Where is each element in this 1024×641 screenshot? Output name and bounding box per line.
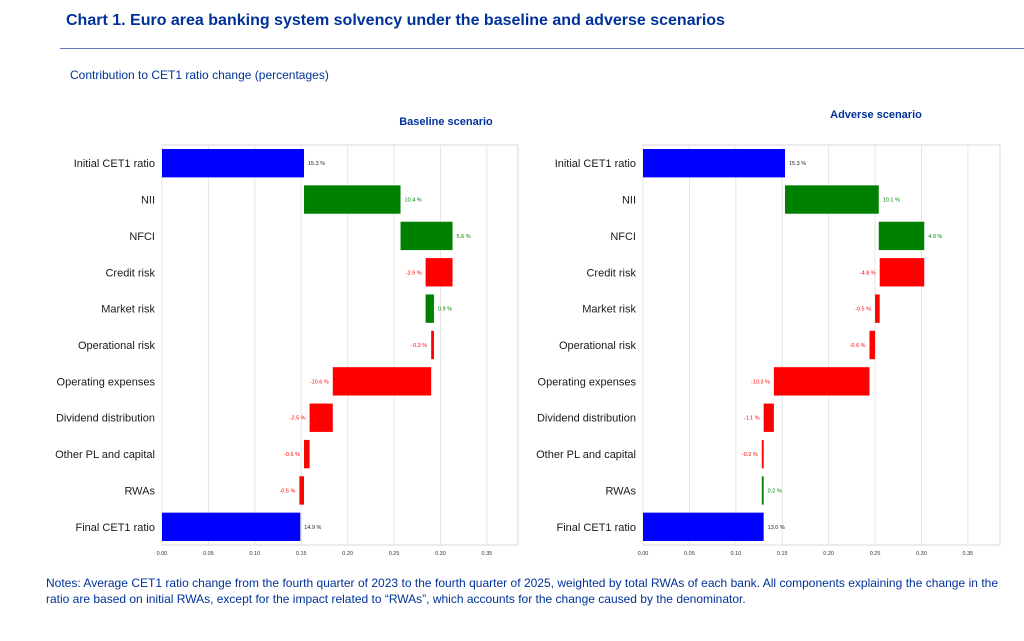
- baseline-bar-credit-risk: [425, 258, 453, 287]
- charts-canvas: 0.00 0.05 0.10 0.15 0.20 0.25 0.30 0.35 Initial …: [55, 144, 1001, 557]
- adverse-category-label: Operating expenses: [538, 376, 637, 388]
- adverse-category-label: Market risk: [582, 304, 636, 316]
- baseline-category-label: Other PL and capital: [55, 449, 155, 461]
- adverse-x-tick-label: 0.05: [684, 551, 695, 557]
- baseline-bar-final-cet1-ratio: [162, 512, 301, 541]
- baseline-data-label: -2.5 %: [290, 416, 306, 422]
- adverse-bar-dividend-distribution: [763, 403, 774, 432]
- chart-subtitle: Contribution to CET1 ratio change (perce…: [70, 68, 329, 82]
- baseline-x-tick-label: 0.20: [342, 551, 353, 557]
- adverse-data-label: -4.8 %: [860, 270, 876, 276]
- adverse-data-label: -0.6 %: [850, 343, 866, 349]
- adverse-bar-final-cet1-ratio: [643, 512, 764, 541]
- baseline-bar-rwas: [299, 476, 305, 505]
- baseline-panel: 0.00 0.05 0.10 0.15 0.20 0.25 0.30 0.35 Initial …: [55, 144, 519, 557]
- baseline-bar-operational-risk: [431, 330, 434, 360]
- adverse-category-label: Dividend distribution: [537, 413, 636, 425]
- adverse-category-label: Initial CET1 ratio: [555, 158, 636, 170]
- adverse-x-tick-label: 0.15: [777, 551, 788, 557]
- adverse-data-label: -1.1 %: [744, 416, 760, 422]
- baseline-bar-nfci: [400, 221, 453, 251]
- baseline-x-tick-label: 0.25: [389, 551, 400, 557]
- baseline-bar-nii: [304, 185, 401, 214]
- baseline-data-label: 14.9 %: [304, 525, 321, 531]
- adverse-data-label: 0.2 %: [768, 488, 782, 494]
- adverse-bar-operational-risk: [869, 330, 876, 360]
- adverse-x-tick-label: 0.20: [823, 551, 834, 557]
- adverse-bar-initial-cet1-ratio: [643, 149, 786, 178]
- adverse-x-tick-label: 0.35: [963, 551, 974, 557]
- adverse-category-label: Operational risk: [559, 340, 637, 352]
- adverse-category-label: NII: [622, 195, 636, 207]
- adverse-data-label: 15.3 %: [789, 161, 806, 167]
- adverse-bar-rwas: [761, 476, 764, 505]
- adverse-category-label: NFCI: [610, 231, 636, 243]
- adverse-x-tick-label: 0.30: [916, 551, 927, 557]
- adverse-x-tick-label: 0.00: [638, 551, 649, 557]
- adverse-panel: 0.00 0.05 0.10 0.15 0.20 0.25 0.30 0.35 Initial …: [536, 144, 1001, 557]
- baseline-data-label: -0.5 %: [279, 488, 295, 494]
- adverse-bar-operating-expenses: [773, 367, 870, 396]
- baseline-category-label: Market risk: [101, 304, 155, 316]
- baseline-x-tick-label: 0.05: [203, 551, 214, 557]
- adverse-panel-title: Adverse scenario: [830, 109, 922, 121]
- adverse-bar-nfci: [878, 221, 925, 251]
- adverse-category-label: RWAs: [605, 485, 636, 497]
- adverse-data-label: -0.2 %: [742, 452, 758, 458]
- baseline-category-label: Dividend distribution: [56, 413, 155, 425]
- baseline-panel-title: Baseline scenario: [399, 116, 493, 128]
- baseline-x-tick-label: 0.30: [435, 551, 446, 557]
- baseline-data-label: -0.6 %: [284, 452, 300, 458]
- title-divider: [60, 48, 1024, 49]
- baseline-data-label: 10.4 %: [405, 198, 422, 204]
- baseline-category-label: Credit risk: [105, 267, 155, 279]
- baseline-bar-initial-cet1-ratio: [162, 149, 305, 178]
- adverse-category-label: Other PL and capital: [536, 449, 636, 461]
- adverse-bar-other-pl-and-capital: [761, 439, 764, 469]
- adverse-data-label: -10.3 %: [751, 379, 770, 385]
- baseline-x-tick-label: 0.15: [296, 551, 307, 557]
- baseline-data-label: -0.3 %: [411, 343, 427, 349]
- adverse-category-label: Final CET1 ratio: [557, 522, 636, 534]
- baseline-category-label: RWAs: [124, 485, 155, 497]
- baseline-category-label: Final CET1 ratio: [76, 522, 155, 534]
- baseline-category-label: Operating expenses: [57, 376, 156, 388]
- baseline-data-label: -10.6 %: [310, 379, 329, 385]
- baseline-category-label: Initial CET1 ratio: [74, 158, 155, 170]
- baseline-bar-dividend-distribution: [309, 403, 333, 432]
- baseline-x-tick-label: 0.10: [249, 551, 260, 557]
- chart-title: Chart 1. Euro area banking system solven…: [66, 12, 725, 29]
- baseline-bar-market-risk: [425, 294, 434, 323]
- adverse-x-tick-label: 0.25: [870, 551, 881, 557]
- adverse-data-label: 10.1 %: [883, 198, 900, 204]
- adverse-category-label: Credit risk: [586, 267, 636, 279]
- baseline-x-tick-label: 0.00: [157, 551, 168, 557]
- baseline-x-tick-label: 0.35: [482, 551, 493, 557]
- baseline-category-label: NII: [141, 195, 155, 207]
- baseline-category-label: Operational risk: [78, 340, 156, 352]
- adverse-bar-nii: [785, 185, 879, 214]
- adverse-bar-credit-risk: [879, 258, 925, 287]
- baseline-data-label: 0.9 %: [438, 307, 452, 313]
- chart-notes: Notes: Average CET1 ratio change from th…: [46, 576, 998, 606]
- adverse-x-tick-label: 0.10: [730, 551, 741, 557]
- baseline-bar-operating-expenses: [332, 367, 432, 396]
- baseline-data-label: -2.9 %: [406, 270, 422, 276]
- adverse-data-label: -0.5 %: [855, 307, 871, 313]
- adverse-data-label: 4.9 %: [928, 234, 942, 240]
- baseline-data-label: 5.6 %: [457, 234, 471, 240]
- baseline-bar-other-pl-and-capital: [304, 439, 310, 469]
- adverse-data-label: 13.0 %: [768, 525, 785, 531]
- adverse-bar-market-risk: [875, 294, 880, 323]
- baseline-category-label: NFCI: [129, 231, 155, 243]
- baseline-data-label: 15.3 %: [308, 161, 325, 167]
